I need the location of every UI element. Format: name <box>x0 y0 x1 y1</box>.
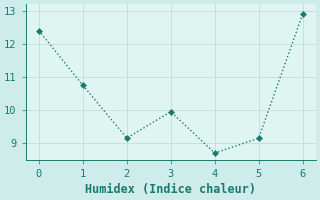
X-axis label: Humidex (Indice chaleur): Humidex (Indice chaleur) <box>85 183 256 196</box>
